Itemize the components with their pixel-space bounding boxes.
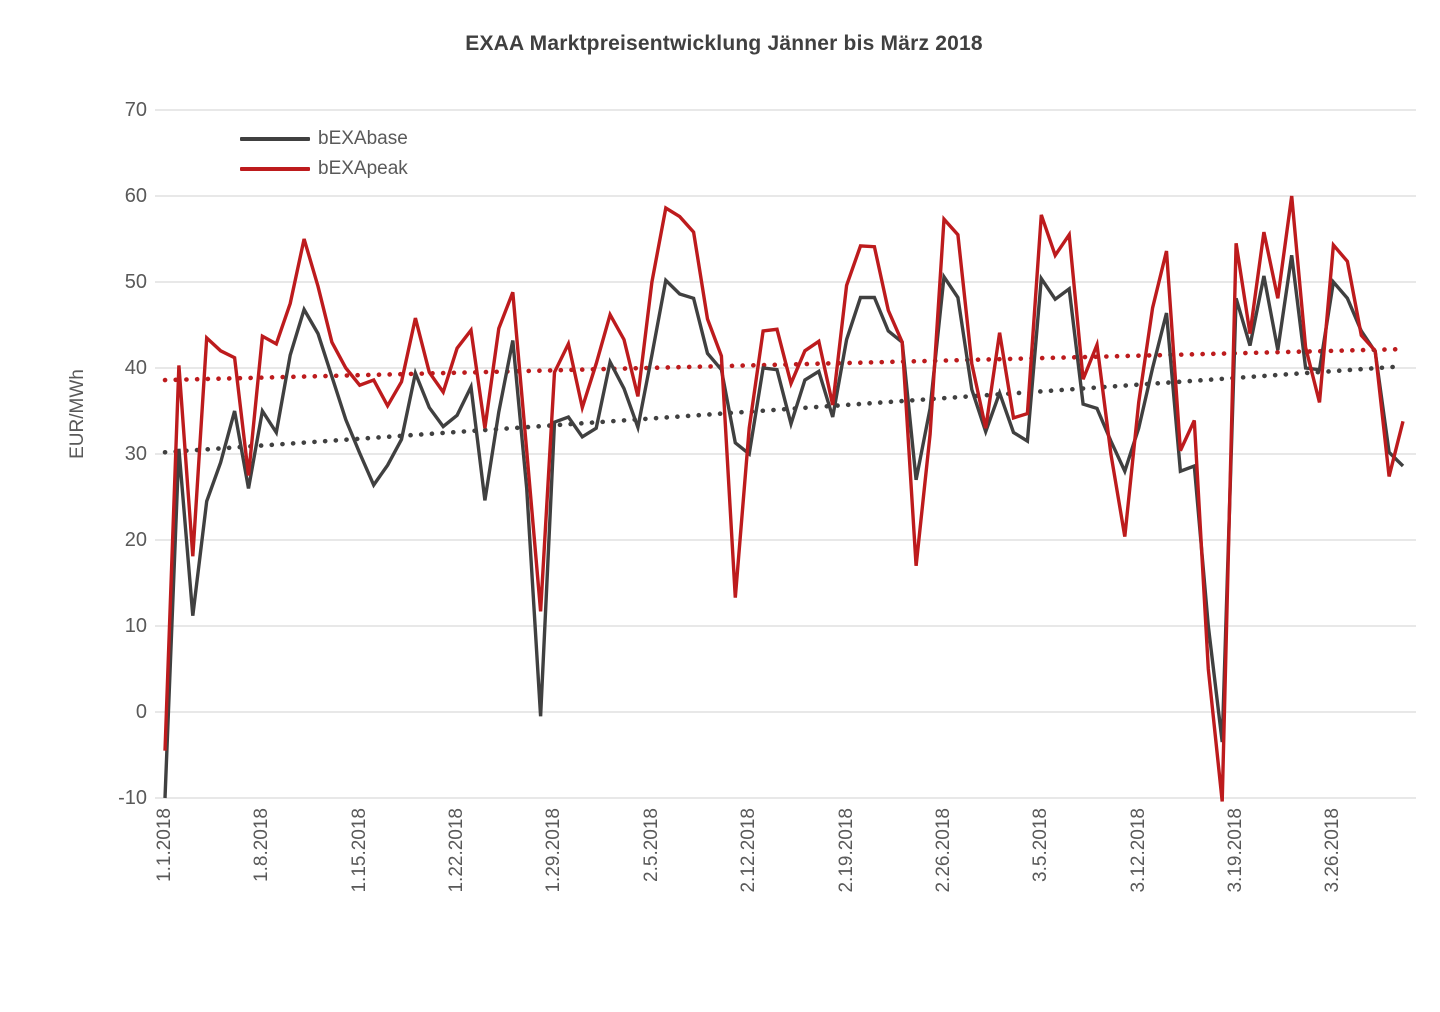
y-tick-label: 60 — [124, 185, 147, 207]
x-tick-label: 3.12.2018 — [1127, 808, 1149, 893]
y-tick-label: -10 — [118, 787, 147, 809]
x-tick-label: 3.19.2018 — [1225, 808, 1247, 893]
legend-label: bEXApeak — [318, 158, 408, 179]
x-tick-label: 2.12.2018 — [738, 808, 760, 893]
legend-item-bexabase: bEXAbase — [240, 127, 408, 151]
y-tick-label: 20 — [124, 529, 147, 551]
x-tick-label: 2.19.2018 — [835, 808, 857, 893]
x-tick-label: 3.5.2018 — [1030, 808, 1052, 882]
y-tick-label: 0 — [135, 701, 147, 723]
x-tick-label: 1.29.2018 — [543, 808, 565, 893]
x-tick-label: 1.1.2018 — [154, 808, 175, 882]
bEXApeak-trendline — [162, 346, 1406, 383]
legend-item-bexapeak: bEXApeak — [240, 157, 408, 181]
y-tick-label: 70 — [124, 99, 147, 121]
x-tick-label: 1.15.2018 — [348, 808, 370, 893]
bexapeak-line-swatch — [240, 167, 310, 171]
x-tick-label: 3.26.2018 — [1322, 808, 1344, 893]
bEXApeak-line — [163, 195, 1405, 802]
legend-label: bEXAbase — [318, 128, 408, 149]
x-tick-label: 2.26.2018 — [932, 808, 954, 893]
bEXAbase-line — [163, 255, 1405, 799]
legend: bEXAbase bEXApeak — [240, 127, 408, 187]
x-tick-label: 1.8.2018 — [251, 808, 273, 882]
x-tick-label: 1.22.2018 — [446, 808, 468, 893]
y-tick-label: 10 — [124, 615, 147, 637]
y-tick-label: 50 — [124, 271, 147, 293]
y-tick-label: 30 — [124, 443, 147, 465]
x-tick-label: 2.5.2018 — [640, 808, 662, 882]
chart-title: EXAA Marktpreisentwicklung Jänner bis Mä… — [465, 32, 983, 55]
y-axis-title: EUR/MWh — [67, 369, 88, 459]
bEXAbase-trendline — [162, 363, 1406, 455]
bexabase-line-swatch — [240, 137, 310, 141]
y-tick-label: 40 — [124, 357, 147, 379]
